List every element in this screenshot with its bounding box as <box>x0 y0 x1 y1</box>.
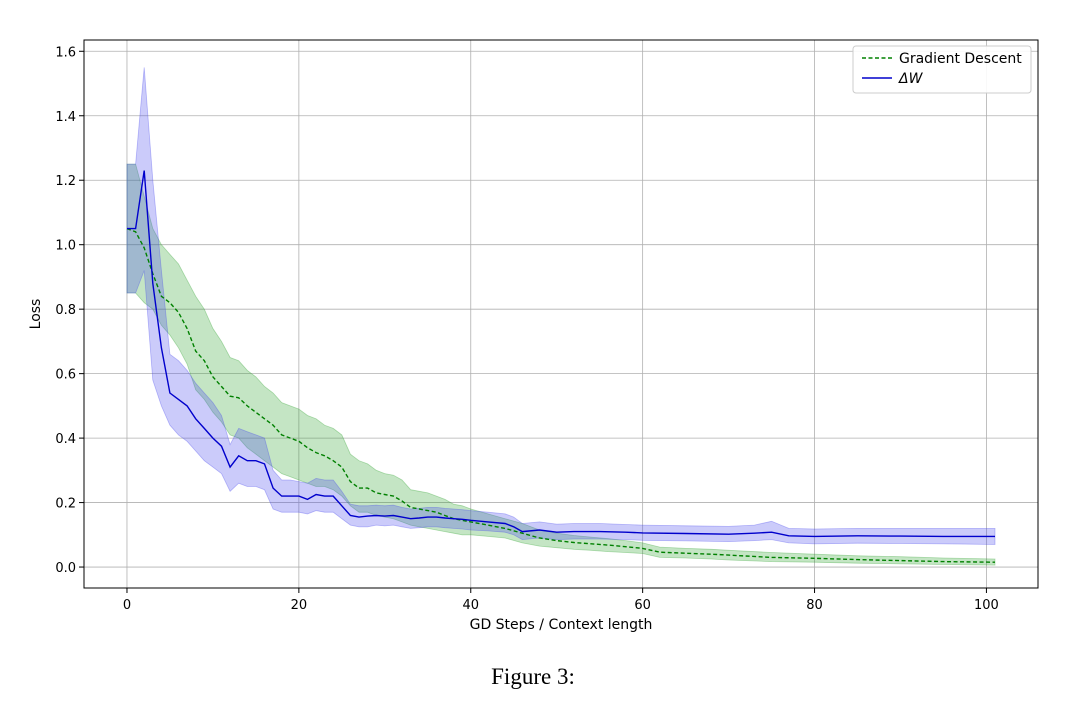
y-tick-label: 0.6 <box>55 368 76 383</box>
y-tick-label: 1.4 <box>55 110 76 125</box>
x-tick-label: 100 <box>974 598 999 613</box>
axis-ticks: 0 20 40 60 80 100 0.0 0.2 0.4 0.6 0.8 1.0 1.2 1.4 1.6 <box>55 45 999 613</box>
figure-caption: Figure 3: <box>491 664 575 689</box>
grid <box>84 40 1038 588</box>
y-tick-label: 0.2 <box>55 497 76 512</box>
series-lines <box>126 170 996 563</box>
band-gradient-descent <box>126 163 996 566</box>
y-tick-label: 0.4 <box>55 432 76 447</box>
x-tick-label: 80 <box>806 598 823 613</box>
legend-label-gradient-descent: Gradient Descent <box>899 51 1022 67</box>
loss-chart: 0 20 40 60 80 1000.00.20.40.60.81.01.21.41.6 … <box>28 39 1039 633</box>
legend-label-delta-w: ΔW <box>898 71 924 87</box>
legend: Gradient Descent ΔW <box>852 45 1032 94</box>
plot-frame <box>83 39 1039 589</box>
legend-box <box>852 45 1032 94</box>
y-tick-label: 1.6 <box>55 45 76 60</box>
x-tick-label: 0 <box>123 598 131 613</box>
y-tick-label: 0.8 <box>55 303 76 318</box>
y-tick-label: 1.2 <box>55 174 76 189</box>
x-tick-label: 60 <box>634 598 651 613</box>
series-line-delta-w <box>127 170 995 538</box>
confidence-bands <box>126 67 996 566</box>
y-tick-label: 1.0 <box>55 239 76 254</box>
x-tick-label: 40 <box>462 598 479 613</box>
x-axis-label: GD Steps / Context length <box>470 617 653 633</box>
series-line-gradient-descent <box>126 227 996 563</box>
x-tick-label: 20 <box>291 598 308 613</box>
y-tick-label: 0.0 <box>55 561 76 576</box>
y-axis-label: Loss <box>28 299 44 330</box>
band-delta-w <box>126 67 996 545</box>
